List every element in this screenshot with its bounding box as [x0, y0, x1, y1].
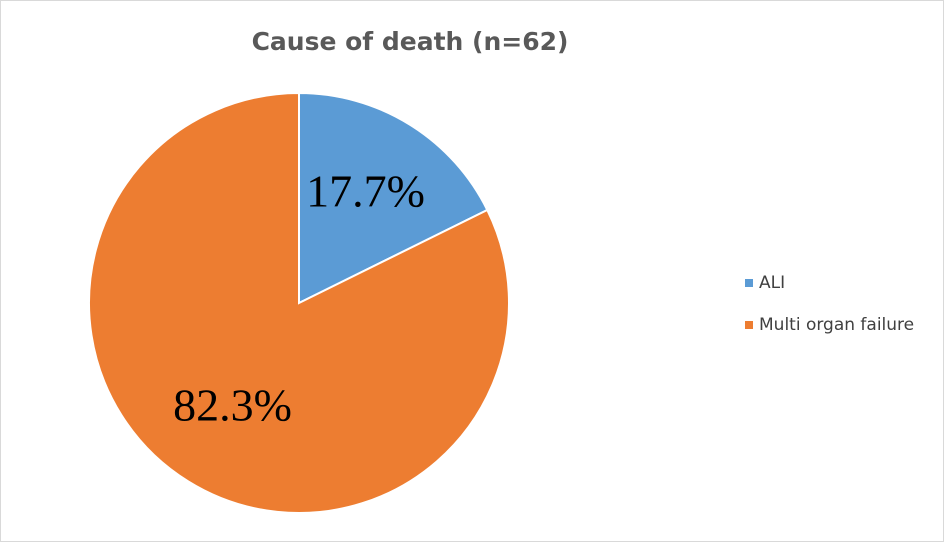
legend-marker [745, 321, 753, 329]
legend-label: ALI [759, 273, 785, 293]
value-label: 17.7% [306, 166, 425, 217]
pie-slice [88, 91, 510, 514]
pie-slice [298, 91, 489, 305]
chart-title: Cause of death (n=62) [252, 27, 569, 56]
legend-label: Multi organ failure [759, 315, 914, 335]
value-label: 82.3% [173, 380, 292, 431]
legend-marker [745, 279, 753, 287]
